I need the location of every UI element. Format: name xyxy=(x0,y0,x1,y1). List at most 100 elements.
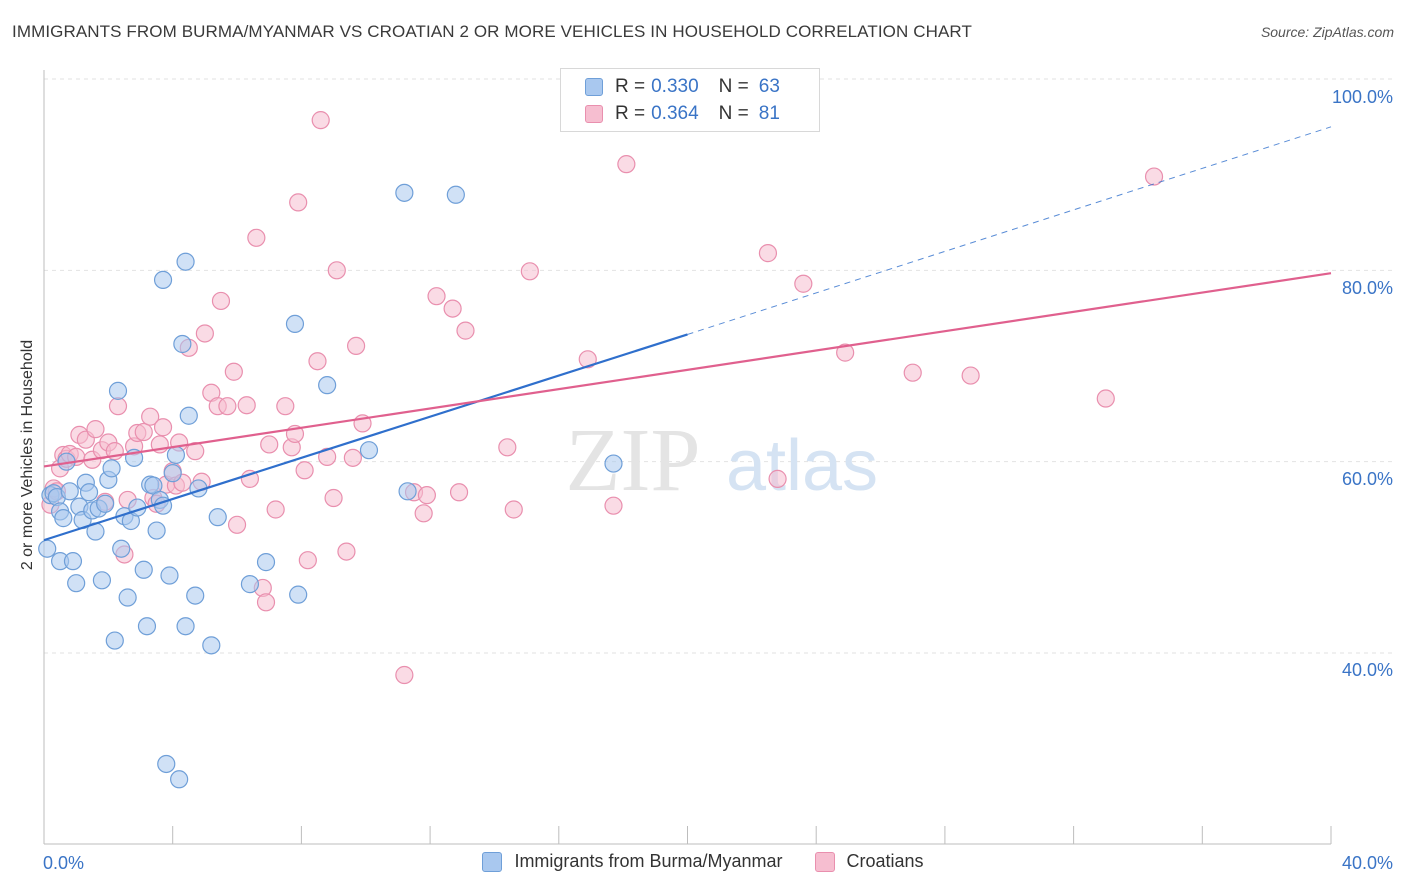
data-point-pink xyxy=(141,407,160,426)
data-point-blue xyxy=(170,770,189,789)
data-point-pink xyxy=(298,551,317,570)
data-point-blue xyxy=(446,185,465,204)
legend-r-value: 0.364 xyxy=(651,103,699,124)
data-point-blue xyxy=(112,539,131,558)
data-point-pink xyxy=(276,397,295,416)
data-point-pink xyxy=(417,486,436,505)
data-point-pink xyxy=(318,447,337,466)
data-point-blue xyxy=(79,483,99,502)
y-tick-label-60: 60.0% xyxy=(1341,469,1393,489)
watermark-atlas: atlas xyxy=(726,426,878,506)
data-point-blue xyxy=(118,588,137,607)
data-point-blue xyxy=(186,586,205,605)
chart-title: IMMIGRANTS FROM BURMA/MYANMAR VS CROATIA… xyxy=(12,22,972,41)
axes xyxy=(43,70,1332,845)
data-point-blue xyxy=(38,539,57,558)
watermark: ZIP atlas xyxy=(566,411,879,510)
data-point-pink xyxy=(86,420,105,439)
data-point-pink xyxy=(836,343,855,362)
data-point-blue xyxy=(240,575,260,594)
legend-swatch-pink xyxy=(585,105,603,123)
legend-r-label: R = xyxy=(615,76,646,97)
x-tick-label-max: 40.0% xyxy=(1341,853,1393,873)
legend-swatch-blue xyxy=(585,78,603,96)
series-swatch-blue xyxy=(482,851,503,872)
data-point-blue xyxy=(359,441,379,460)
legend-row-burma: R = 0.330 N = 63 xyxy=(585,74,780,100)
data-point-blue xyxy=(134,560,153,579)
data-point-blue xyxy=(160,566,179,585)
data-point-pink xyxy=(211,291,231,311)
legend-n-label: N = xyxy=(718,103,749,124)
data-point-pink xyxy=(346,336,366,356)
series-legend-burma[interactable]: Immigrants from Burma/Myanmar xyxy=(482,851,783,872)
data-point-blue xyxy=(63,552,83,571)
data-point-blue xyxy=(147,521,166,540)
data-point-blue xyxy=(176,617,195,636)
data-points xyxy=(38,111,1164,789)
legend-n-label: N = xyxy=(718,76,749,97)
data-point-blue xyxy=(256,553,276,572)
trend-line-blue xyxy=(43,333,688,542)
data-point-blue xyxy=(60,482,79,501)
series-swatch-pink xyxy=(814,851,835,872)
data-point-blue xyxy=(202,636,221,655)
data-point-blue xyxy=(105,631,124,650)
data-point-pink xyxy=(337,542,356,561)
data-point-blue xyxy=(54,509,73,528)
data-point-blue xyxy=(153,270,173,289)
data-point-pink xyxy=(427,287,446,306)
y-tick-label-100: 100.0% xyxy=(1331,87,1393,107)
data-point-blue xyxy=(285,314,305,334)
series-label-burma: Immigrants from Burma/Myanmar xyxy=(514,851,783,871)
source-label: Source: ZipAtlas.com xyxy=(1260,24,1394,40)
data-point-pink xyxy=(295,461,314,480)
data-point-pink xyxy=(266,500,285,519)
data-point-blue xyxy=(137,617,157,636)
legend-r-label: R = xyxy=(615,103,646,124)
data-point-pink xyxy=(308,352,327,371)
trend-lines xyxy=(43,126,1332,542)
data-point-pink xyxy=(604,496,623,515)
data-point-pink xyxy=(195,324,214,343)
data-point-pink xyxy=(289,193,308,212)
data-point-pink xyxy=(449,483,469,502)
data-point-blue xyxy=(166,445,186,465)
data-point-blue xyxy=(173,334,192,354)
trend-line-blue-extension xyxy=(687,126,1332,335)
legend-r-value: 0.330 xyxy=(651,76,699,97)
data-point-blue xyxy=(289,585,308,604)
data-point-pink xyxy=(578,350,597,369)
data-point-blue xyxy=(157,754,176,774)
data-point-blue xyxy=(102,459,121,478)
grid xyxy=(44,78,1392,654)
data-point-pink xyxy=(758,244,778,263)
data-point-pink xyxy=(520,262,539,281)
data-point-pink xyxy=(456,321,475,340)
data-point-pink xyxy=(1096,389,1115,408)
data-point-pink xyxy=(324,488,343,508)
data-point-pink xyxy=(311,111,330,130)
data-point-blue xyxy=(208,508,227,527)
data-point-pink xyxy=(395,665,414,685)
series-legend: Immigrants from Burma/Myanmar Croatians xyxy=(0,851,1406,872)
data-point-pink xyxy=(153,418,173,437)
data-point-blue xyxy=(604,454,623,473)
data-point-pink xyxy=(498,438,517,457)
data-point-pink xyxy=(443,299,462,318)
stats-legend: R = 0.330 N = 63 R = 0.364 N = 81 xyxy=(560,68,820,132)
data-point-blue xyxy=(395,183,414,202)
x-tick-label-min: 0.0% xyxy=(43,853,85,873)
data-point-pink xyxy=(1144,167,1164,186)
trend-line-pink xyxy=(43,272,1332,468)
data-point-blue xyxy=(92,571,112,590)
data-point-pink xyxy=(903,363,922,382)
data-point-pink xyxy=(227,515,247,534)
series-legend-croatians[interactable]: Croatians xyxy=(814,851,924,872)
data-point-pink xyxy=(343,448,362,467)
data-point-blue xyxy=(67,574,86,593)
data-point-pink xyxy=(961,366,980,385)
data-point-blue xyxy=(96,494,115,513)
legend-n-value: 81 xyxy=(758,103,780,124)
data-point-pink xyxy=(134,422,153,442)
